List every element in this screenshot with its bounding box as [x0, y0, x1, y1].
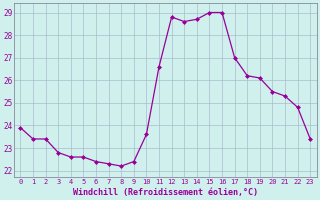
X-axis label: Windchill (Refroidissement éolien,°C): Windchill (Refroidissement éolien,°C): [73, 188, 258, 197]
